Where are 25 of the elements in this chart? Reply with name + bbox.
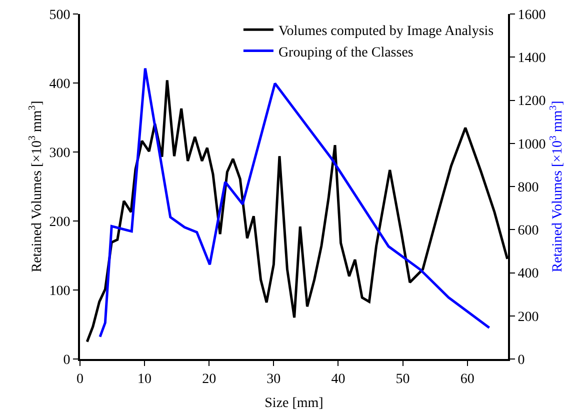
y-tick-label: 500	[49, 8, 70, 23]
y2-tick-label: 1400	[518, 51, 546, 66]
legend-label: Volumes computed by Image Analysis	[278, 24, 494, 40]
y-tick-label: 0	[63, 352, 70, 368]
x-tick-label: 0	[76, 372, 84, 387]
x-tick-label: 20	[202, 372, 216, 387]
y-tick-label: 400	[49, 76, 70, 92]
y2-tick-label: 0	[518, 352, 525, 368]
x-axis-title: Size [mm]	[264, 396, 324, 411]
x-tick-label: 50	[396, 372, 410, 387]
legend-label: Grouping of the Classes	[278, 45, 414, 60]
x-tick-label: 10	[138, 372, 152, 387]
y2-tick-label: 200	[518, 310, 539, 325]
y-tick-label: 200	[49, 214, 70, 230]
y2-tick-label: 1600	[518, 8, 546, 23]
y-tick-label: 300	[49, 146, 70, 161]
y2-tick-label: 800	[518, 180, 539, 196]
y-tick-label: 100	[49, 284, 70, 299]
x-tick-label: 40	[331, 372, 346, 387]
y2-tick-label: 600	[518, 224, 539, 239]
y2-tick-label: 400	[518, 266, 539, 282]
x-tick-label: 30	[266, 372, 281, 387]
y2-tick-label: 1200	[518, 94, 546, 110]
x-tick-label: 60	[460, 372, 474, 387]
y2-tick-label: 1000	[518, 137, 546, 152]
